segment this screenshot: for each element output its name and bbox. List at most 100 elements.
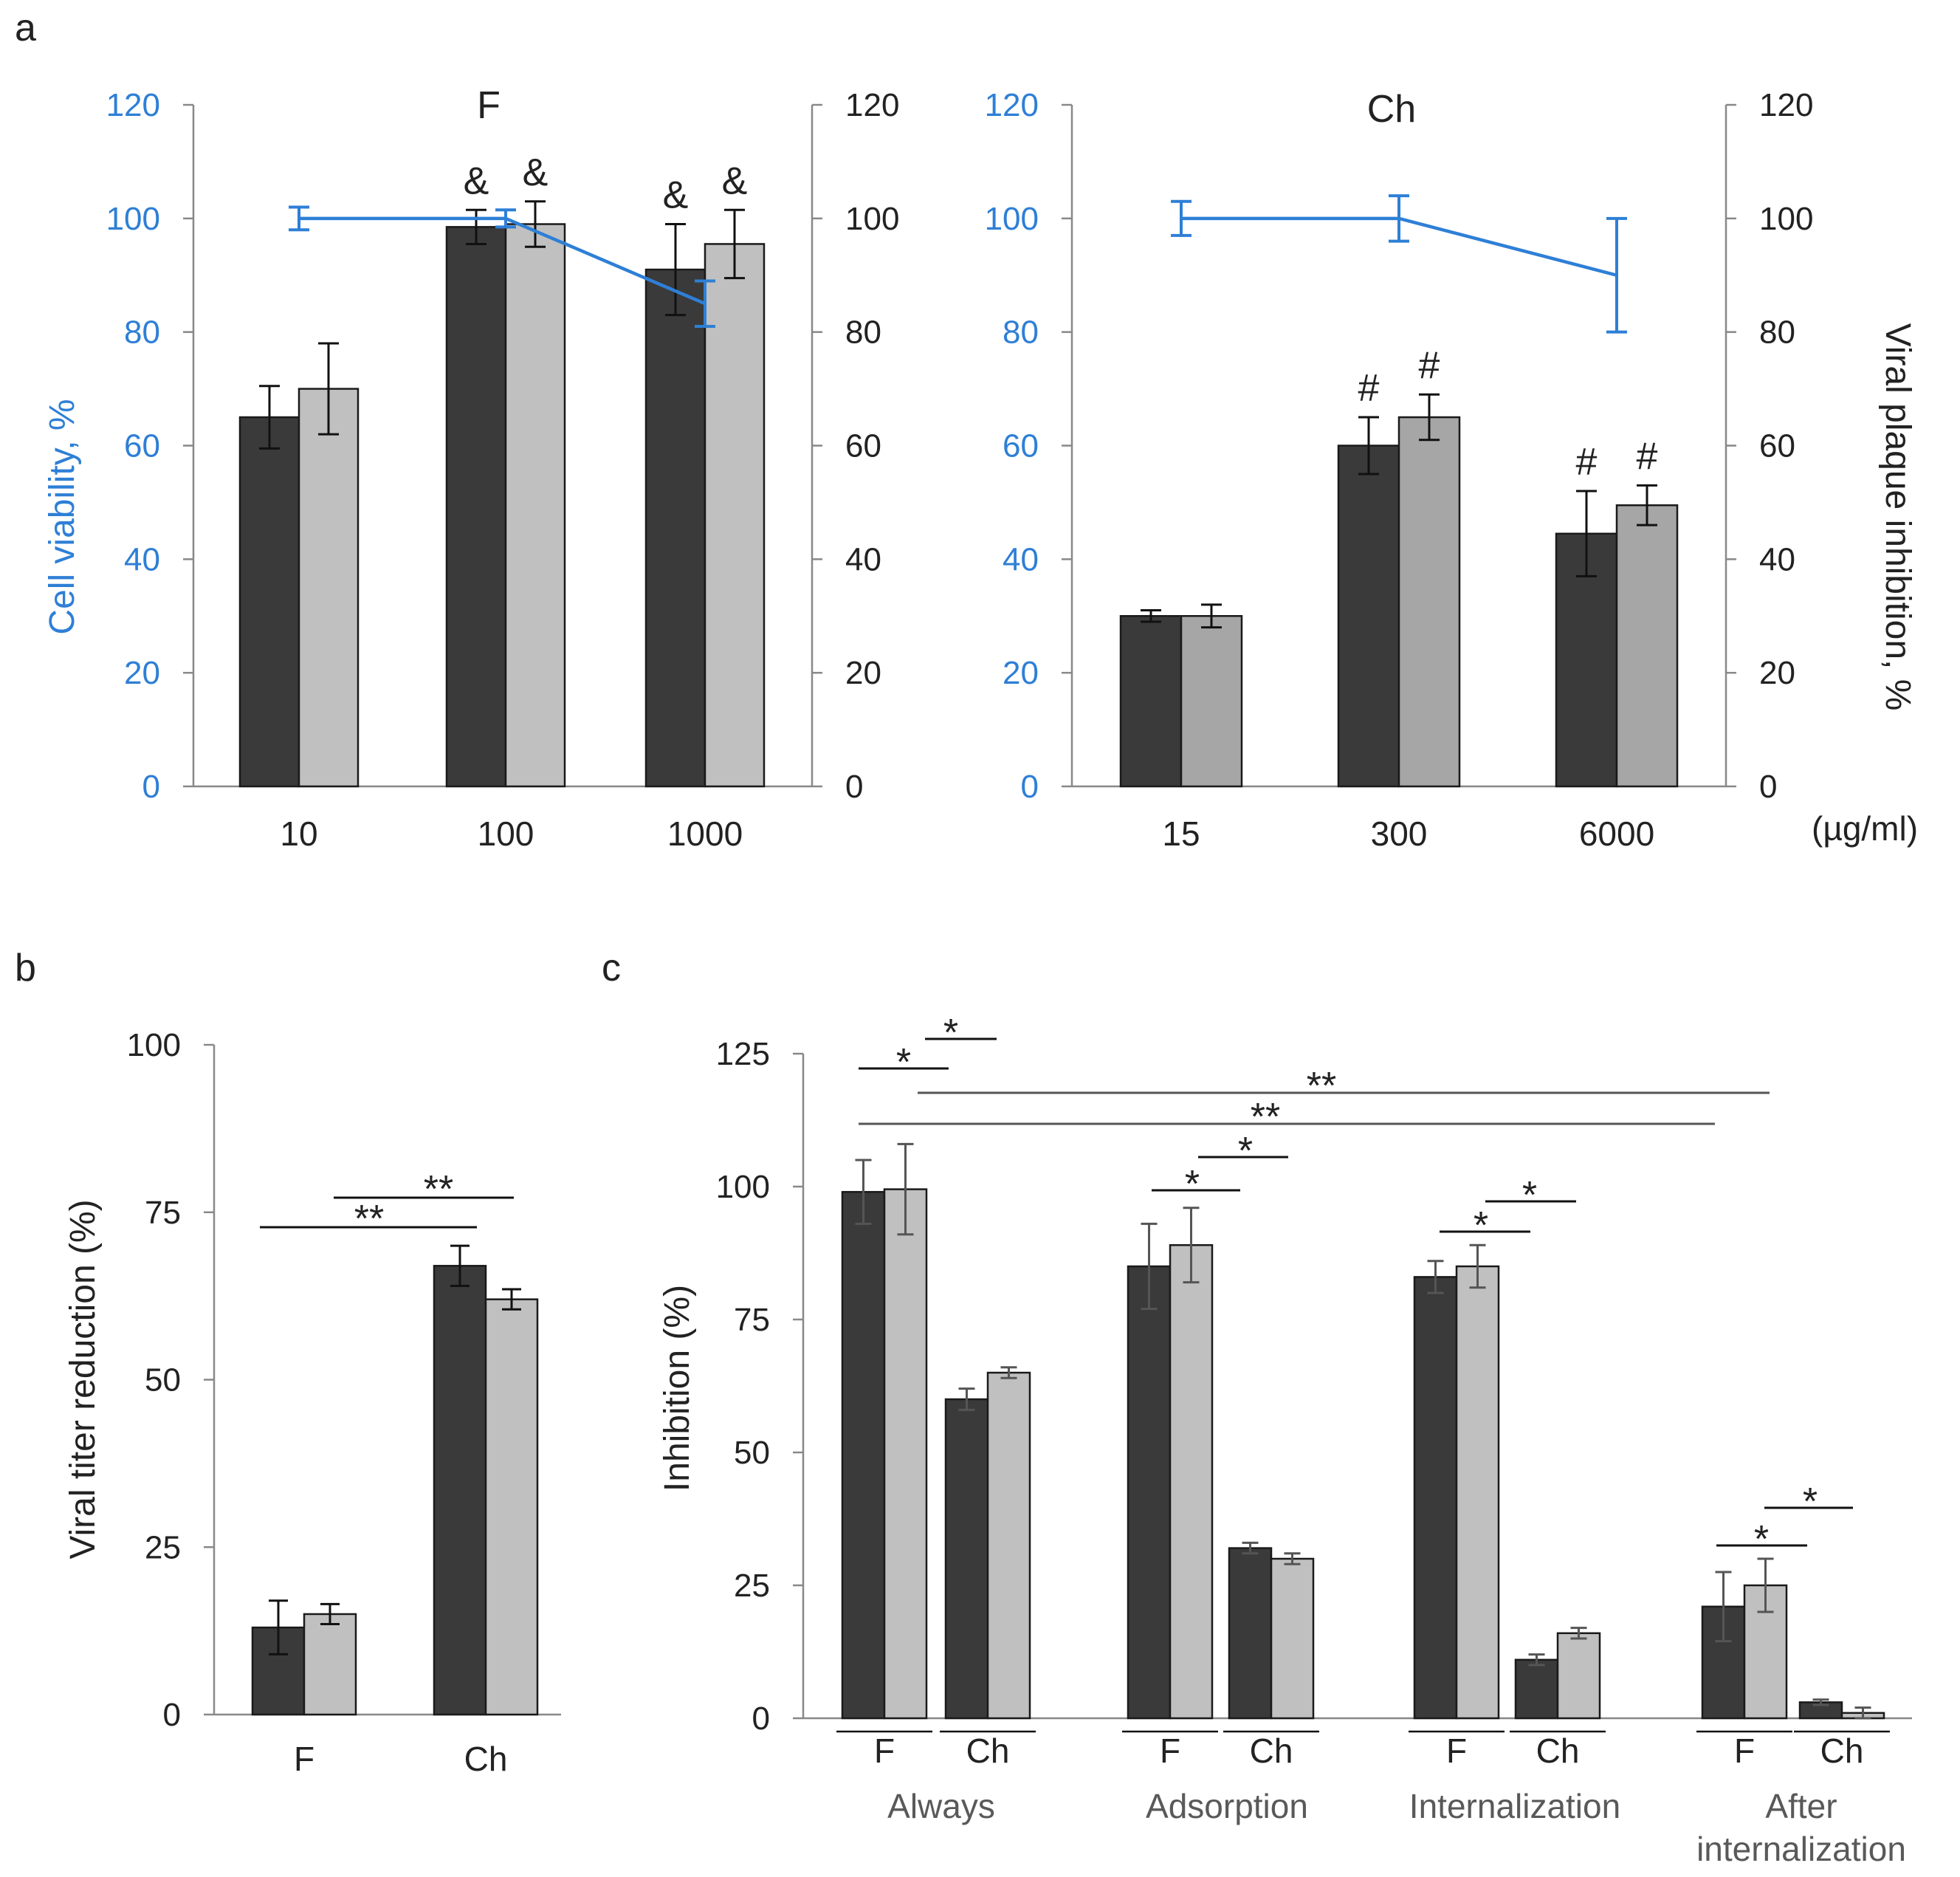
panel-label-b: b xyxy=(15,947,36,989)
chart-a-f-left-y-tick-label: 80 xyxy=(124,315,160,351)
chart-a-f-right-y-tick-label: 100 xyxy=(845,201,899,237)
chart-a-f-bar xyxy=(238,416,300,788)
chart-a-ch-left-y-tick-label: 40 xyxy=(1003,541,1039,577)
chart-a-f-bar xyxy=(504,223,566,788)
chart-a-f-left-y-tick-label: 120 xyxy=(106,87,160,123)
chart-c-significance-mark: * xyxy=(896,1041,911,1084)
chart-c-subgroup-label: Ch xyxy=(966,1732,1010,1770)
chart-a-ch-left-y-tick-label: 120 xyxy=(985,87,1039,123)
chart-c-subgroup-label: Ch xyxy=(1250,1732,1293,1770)
chart-c-bar xyxy=(1556,1632,1601,1720)
chart-c-y-tick-label: 0 xyxy=(752,1701,770,1737)
panel-label-c: c xyxy=(602,947,621,989)
chart-b-significance-mark: ** xyxy=(424,1168,453,1211)
chart-c-significance-mark: * xyxy=(1522,1174,1537,1217)
chart-a-f-right-y-tick-label: 120 xyxy=(845,87,899,123)
chart-a-ch-x-tick-label: 15 xyxy=(1162,814,1200,853)
chart-a-f-x-tick-label: 10 xyxy=(280,814,317,853)
chart-a-ch-bar xyxy=(1180,615,1243,788)
chart-a-f-bar xyxy=(704,243,766,788)
chart-a-f-left-y-tick-label: 40 xyxy=(124,541,160,577)
chart-c-subgroup-label: F xyxy=(1160,1732,1180,1770)
chart-c-subgroup-label: F xyxy=(874,1732,895,1770)
chart-b-bar xyxy=(433,1265,487,1716)
chart-a-f-right-y-tick-label: 40 xyxy=(845,541,881,577)
chart-c-y-tick-label: 75 xyxy=(734,1302,770,1338)
chart-a-f-left-y-tick-label: 20 xyxy=(124,655,160,691)
chart-b-x-tick-label: Ch xyxy=(464,1740,508,1778)
chart-a-f-marker: & xyxy=(663,174,689,217)
chart-c-bar xyxy=(1514,1658,1559,1720)
chart-a-ch-bar xyxy=(1615,504,1679,788)
chart-a-f-marker: & xyxy=(722,159,748,202)
chart-c-significance-mark: * xyxy=(1754,1518,1769,1561)
chart-c-significance-mark: * xyxy=(1474,1204,1488,1247)
chart-a-ch-right-y-tick-label: 80 xyxy=(1759,315,1795,351)
chart-c-group-label: Always xyxy=(887,1787,995,1825)
chart-b-significance-mark: ** xyxy=(354,1198,384,1241)
chart-a-ch: Ch Viral plaque inhibition, % (µg/ml) 0 2… xyxy=(985,87,1918,853)
chart-a-ch-right-y-tick-label: 120 xyxy=(1759,87,1813,123)
chart-b-y-tick-label: 25 xyxy=(145,1529,181,1565)
chart-a-f-bar xyxy=(445,226,507,788)
chart-a-ch-bar xyxy=(1119,615,1183,788)
chart-c-bar xyxy=(944,1398,989,1720)
chart-b-bar xyxy=(303,1613,357,1716)
chart-a-ch-marker: # xyxy=(1419,344,1440,387)
chart-c-bar xyxy=(1127,1265,1172,1720)
chart-a-f-x-tick-label: 100 xyxy=(478,814,534,853)
chart-c-significance-mark-long: ** xyxy=(1251,1096,1280,1139)
chart-c-group-label: Internalization xyxy=(1409,1787,1620,1825)
chart-a-ch-x-tick-label: 300 xyxy=(1371,814,1428,853)
chart-a-f-left-y-tick-label: 0 xyxy=(142,769,160,805)
chart-a-ch-x-tick-label: 6000 xyxy=(1579,814,1654,853)
panel-label-a: a xyxy=(15,7,36,49)
unit-label: (µg/ml) xyxy=(1812,809,1918,848)
group-label-after-line1: After xyxy=(1765,1787,1837,1825)
chart-a-ch-marker: # xyxy=(1637,435,1658,478)
chart-c-subgroup-label: Ch xyxy=(1820,1732,1864,1770)
chart-b: Viral titer reduction (%) 0 25 50 75 100 F Ch *… xyxy=(63,1027,561,1778)
chart-a-f-right-y-tick-label: 20 xyxy=(845,655,881,691)
chart-c-y-label: Inhibition (%) xyxy=(658,1285,697,1492)
chart-c-y-tick-label: 50 xyxy=(734,1435,770,1471)
chart-a-ch-marker: # xyxy=(1358,367,1380,410)
chart-a-f-title: F xyxy=(477,84,501,127)
chart-c-bar xyxy=(1169,1243,1214,1720)
chart-a-ch-left-y-tick-label: 0 xyxy=(1021,769,1039,805)
chart-c-bar xyxy=(986,1371,1031,1720)
chart-a-f-marker: & xyxy=(464,159,489,202)
chart-b-y-tick-label: 50 xyxy=(145,1362,181,1399)
chart-a-f: F Cell viability, % 0 20 40 60 80 100 120 0 20 40… xyxy=(43,84,899,853)
chart-c-bar xyxy=(841,1190,886,1720)
group-label-after-line2: internalization xyxy=(1696,1830,1906,1868)
chart-a-f-marker: & xyxy=(523,151,549,194)
chart-c-bar xyxy=(1413,1276,1458,1720)
chart-c: Inhibition (%) After internalization 0 25… xyxy=(658,1012,1912,1868)
chart-a-ch-right-y-tick-label: 0 xyxy=(1759,769,1777,805)
chart-a-ch-left-y-tick-label: 100 xyxy=(985,201,1039,237)
right-axis-label: Viral plaque inhibition, % xyxy=(1878,323,1917,711)
chart-c-subgroup-label: F xyxy=(1734,1732,1755,1770)
chart-c-y-tick-label: 125 xyxy=(716,1036,770,1072)
chart-c-y-tick-label: 25 xyxy=(734,1568,770,1604)
chart-a-ch-marker: # xyxy=(1576,441,1598,484)
chart-b-y-tick-label: 0 xyxy=(163,1697,181,1733)
chart-b-y-tick-label: 75 xyxy=(145,1195,181,1231)
chart-a-ch-title: Ch xyxy=(1367,88,1416,131)
chart-a-ch-right-y-tick-label: 40 xyxy=(1759,541,1795,577)
chart-c-bar xyxy=(883,1188,928,1720)
chart-c-subgroup-label: F xyxy=(1446,1732,1467,1770)
chart-c-bar xyxy=(1270,1557,1315,1720)
chart-a-f-right-y-tick-label: 80 xyxy=(845,315,881,351)
chart-c-significance-mark: * xyxy=(1185,1163,1200,1206)
chart-c-group-label: Adsorption xyxy=(1146,1787,1308,1825)
chart-b-y-label: Viral titer reduction (%) xyxy=(63,1199,103,1559)
chart-a-ch-left-y-tick-label: 20 xyxy=(1003,655,1039,691)
chart-c-bar xyxy=(1455,1265,1500,1720)
chart-a-f-left-y-tick-label: 60 xyxy=(124,428,160,464)
chart-a-f-right-y-tick-label: 60 xyxy=(845,428,881,464)
chart-a-f-left-y-tick-label: 100 xyxy=(106,201,160,237)
chart-a-ch-bar xyxy=(1397,416,1461,788)
